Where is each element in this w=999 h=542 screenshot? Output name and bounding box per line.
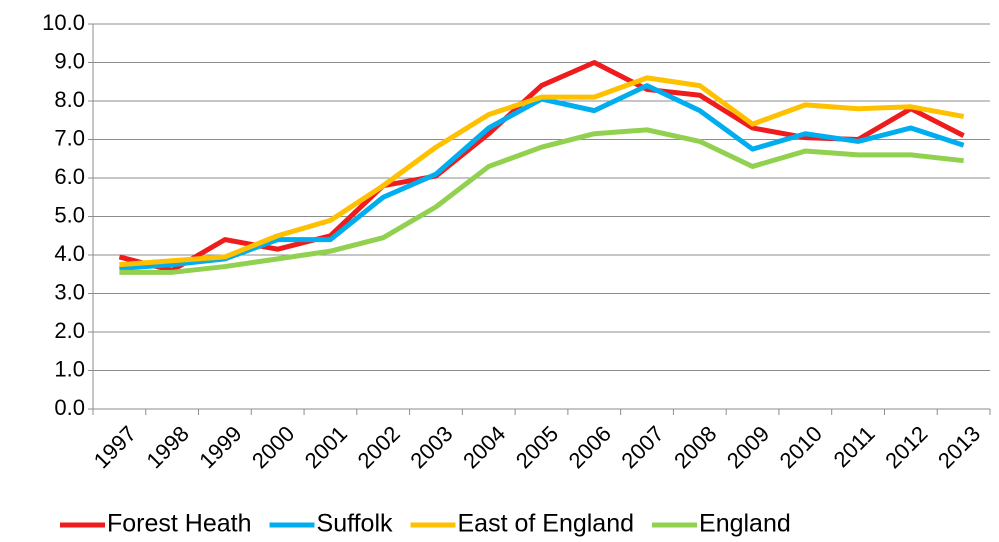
y-tick-label: 0.0 [54, 395, 85, 420]
y-tick-label: 4.0 [54, 241, 85, 266]
y-tick-label: 9.0 [54, 48, 85, 73]
x-tick-label: 2008 [669, 421, 721, 473]
x-tick-label: 1999 [194, 421, 246, 473]
x-tick-label: 2003 [405, 421, 457, 473]
series-line [118, 60, 965, 273]
x-tick-label: 1997 [89, 421, 141, 473]
legend-label: England [699, 510, 791, 538]
legend-label: East of England [458, 510, 635, 538]
x-tick-label: 2009 [722, 421, 774, 473]
y-tick-label: 2.0 [54, 318, 85, 343]
series-line [119, 127, 964, 275]
x-tick-label: 1998 [141, 421, 193, 473]
x-tick-label: 2011 [829, 421, 880, 472]
y-tick-label: 5.0 [54, 202, 85, 227]
y-tick-label: 7.0 [54, 125, 85, 150]
x-tick-label: 2010 [775, 421, 827, 473]
legend-label: Suffolk [317, 510, 393, 538]
x-tick-label: 2012 [880, 421, 932, 473]
legend-label: Forest Heath [107, 510, 252, 538]
x-tick-label: 2007 [616, 421, 668, 473]
y-tick-label: 1.0 [54, 356, 85, 381]
x-tick-label: 2006 [564, 421, 616, 473]
x-tick-label: 2005 [511, 421, 563, 473]
x-tick-label: 2004 [458, 421, 510, 473]
y-tick-label: 8.0 [54, 87, 85, 112]
x-tick-label: 2002 [353, 421, 405, 473]
x-tick-label: 2013 [933, 421, 985, 473]
y-tick-label: 10.0 [42, 10, 85, 35]
y-tick-label: 6.0 [54, 164, 85, 189]
x-tick-label: 2000 [247, 421, 299, 473]
x-tick-label: 2001 [300, 421, 352, 473]
series-line [119, 75, 965, 268]
y-tick-label: 3.0 [54, 279, 85, 304]
